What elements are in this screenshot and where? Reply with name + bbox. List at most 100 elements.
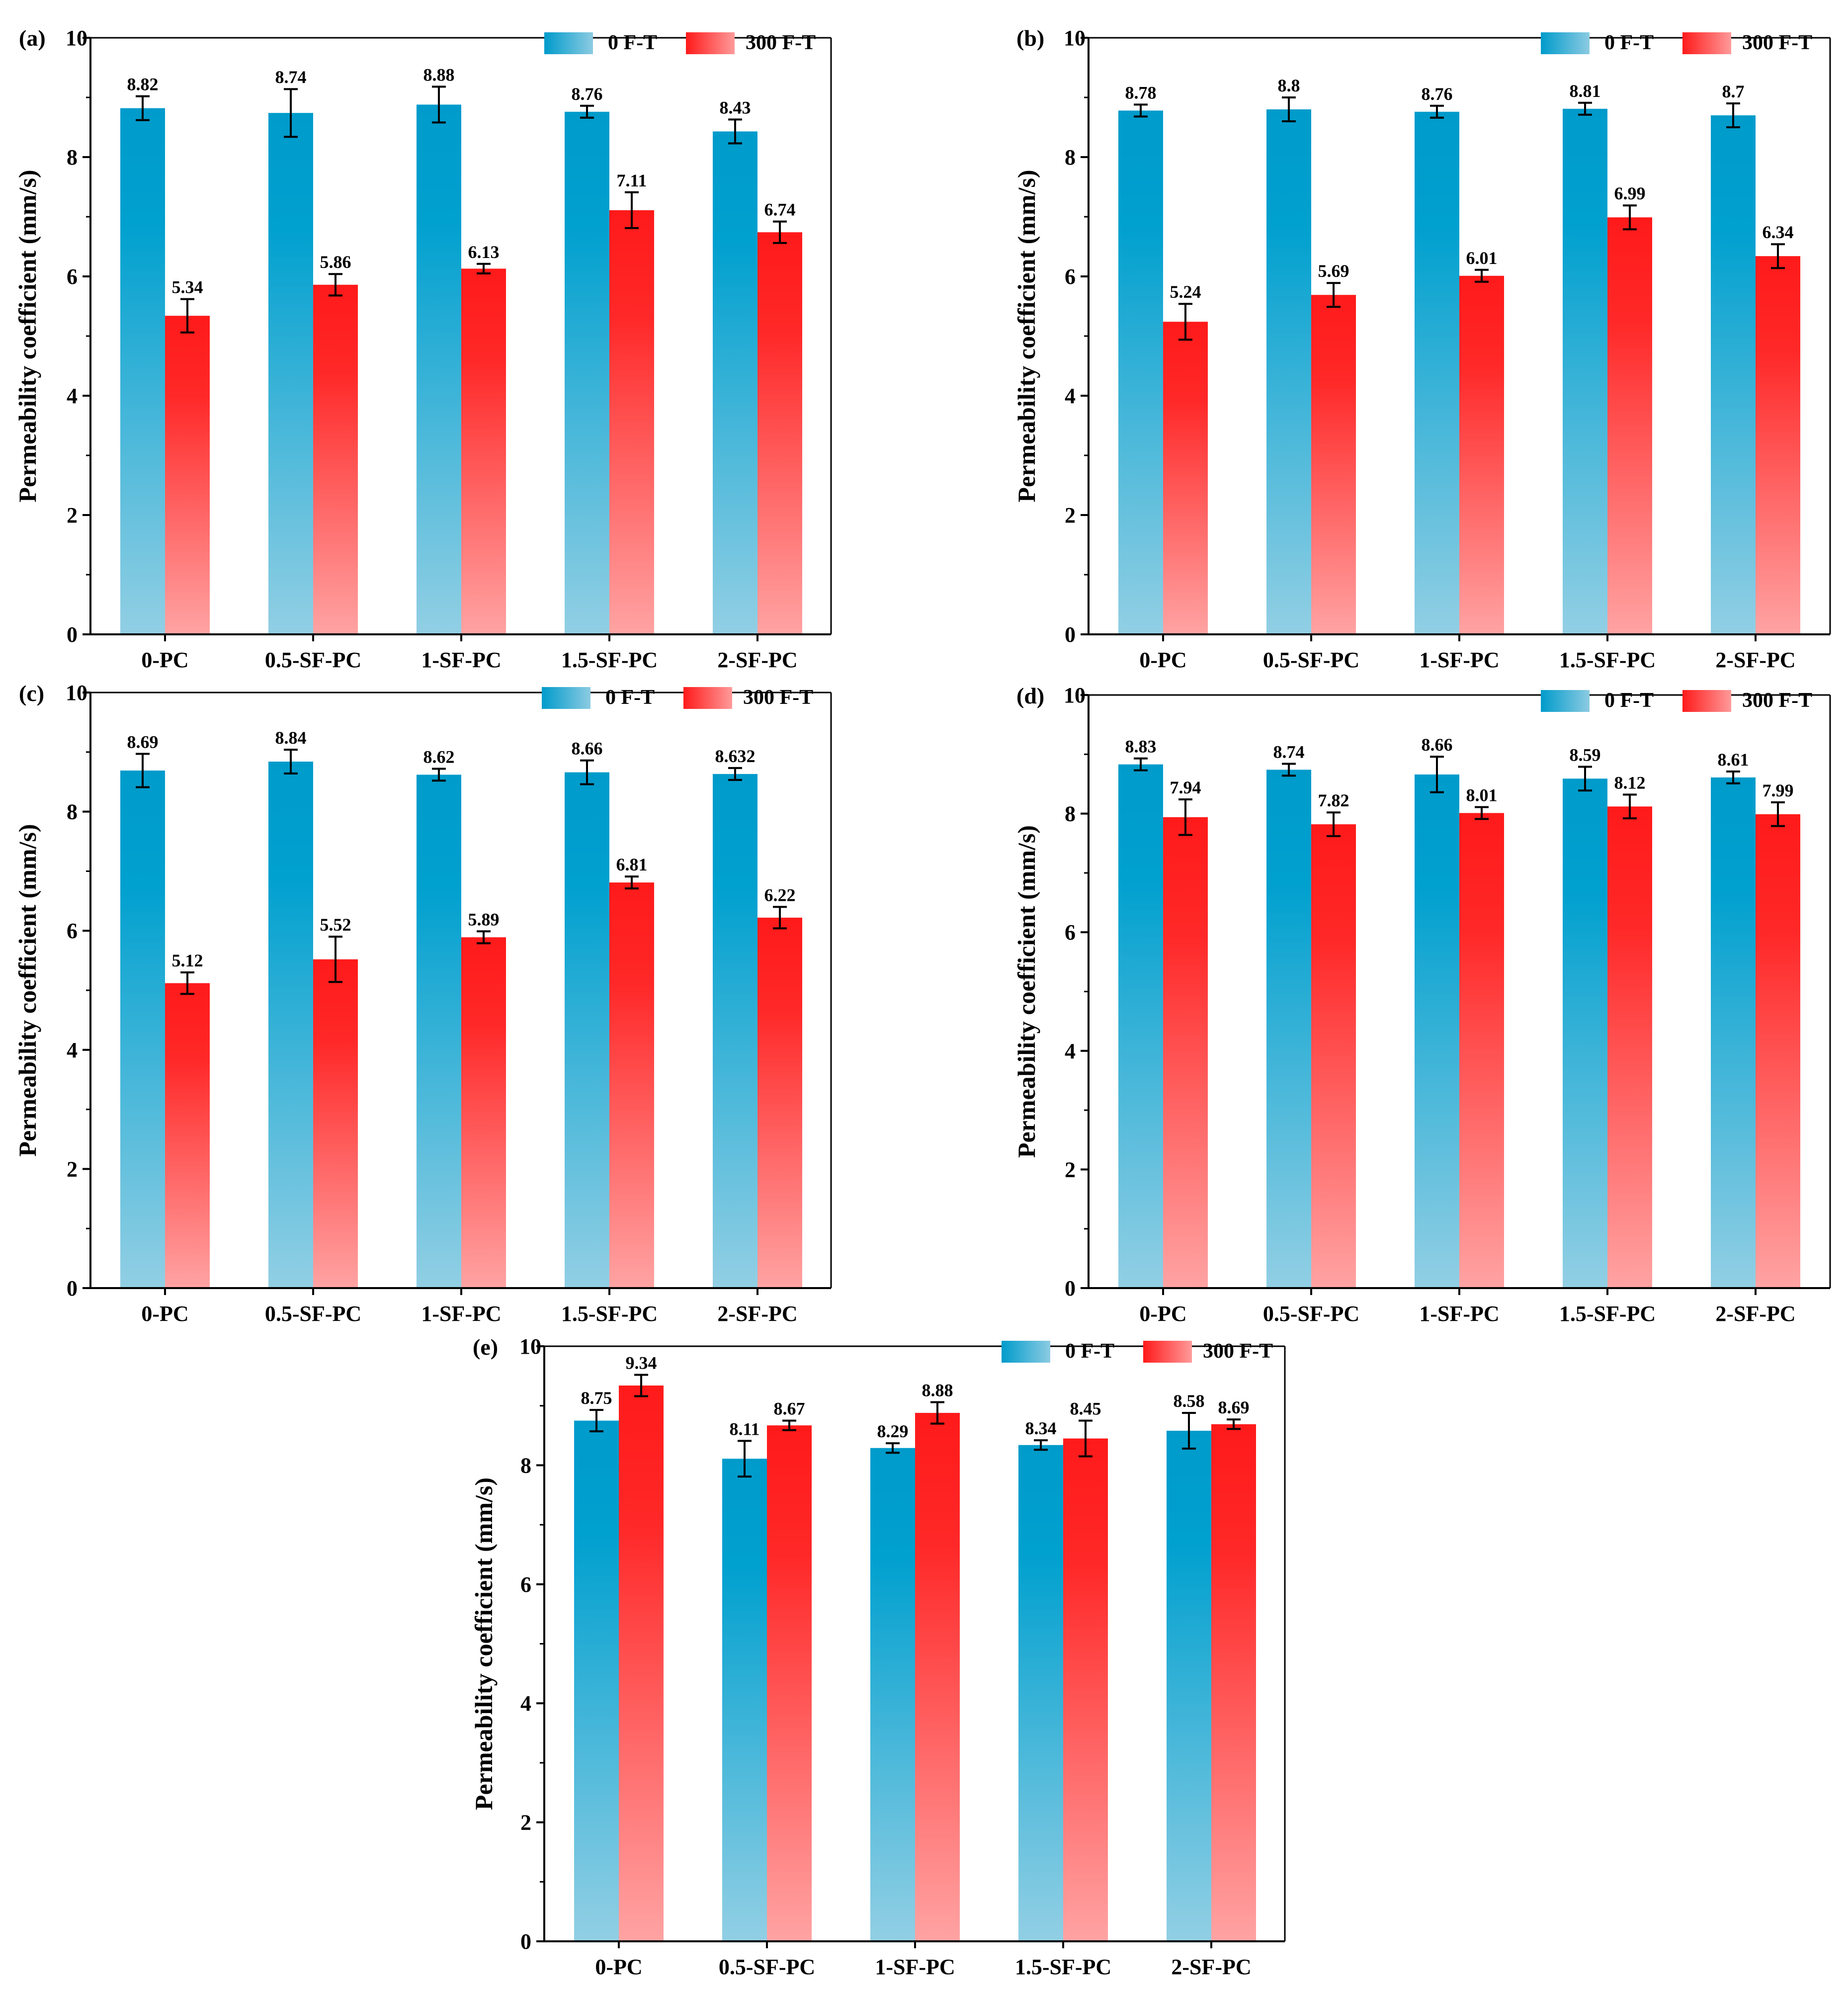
y-tick-label: 8 <box>67 145 78 170</box>
bar-300ft-4 <box>757 917 802 1288</box>
bar-0ft-0 <box>1118 110 1163 634</box>
value-label: 8.45 <box>1070 1399 1101 1419</box>
x-tick-label: 1-SF-PC <box>875 1955 955 1979</box>
y-tick-label: 6 <box>1065 920 1076 945</box>
bar-0ft-4 <box>713 131 757 634</box>
value-label: 8.74 <box>1273 742 1305 762</box>
legend-swatch-0ft <box>1541 32 1590 54</box>
x-tick-label: 0.5-SF-PC <box>719 1955 815 1979</box>
chart-panel-0: 8.82 5.34 0-PC 8.74 5.86 0.5-SF-PC 8.88 6.13 1-S… <box>13 25 832 672</box>
value-label: 9.34 <box>626 1353 657 1373</box>
y-tick-label: 2 <box>67 503 78 527</box>
y-tick-label: 2 <box>1065 503 1076 527</box>
bar-0ft-2 <box>1415 774 1459 1288</box>
bar-0ft-2 <box>1415 111 1459 634</box>
y-tick-label: 6 <box>520 1572 531 1597</box>
value-label: 6.34 <box>1763 222 1794 242</box>
panel-label: (e) <box>473 1334 498 1360</box>
x-tick-label: 0-PC <box>1139 648 1186 672</box>
y-tick-label: 10 <box>66 681 87 705</box>
x-tick-label: 1.5-SF-PC <box>1559 1302 1656 1326</box>
bar-0ft-3 <box>565 772 609 1288</box>
chart-panel-4: 8.75 9.34 0-PC 8.11 8.67 0.5-SF-PC 8.29 8.88 1-S… <box>470 1334 1286 1979</box>
value-label: 8.66 <box>572 739 603 759</box>
panel-label: (d) <box>1016 683 1044 708</box>
bar-300ft-3 <box>1607 806 1652 1288</box>
value-label: 8.75 <box>581 1388 612 1408</box>
value-label: 8.01 <box>1466 785 1498 805</box>
bar-0ft-2 <box>870 1448 915 1941</box>
value-label: 8.69 <box>127 732 159 752</box>
y-tick-label: 8 <box>520 1453 531 1477</box>
bar-300ft-3 <box>1063 1438 1108 1941</box>
legend-label-0ft: 0 F-T <box>1065 1340 1114 1363</box>
y-tick-label: 4 <box>67 1038 78 1062</box>
x-tick-label: 1.5-SF-PC <box>1015 1955 1111 1979</box>
bar-300ft-0 <box>1163 322 1208 634</box>
bar-300ft-2 <box>915 1413 960 1941</box>
legend-swatch-0ft <box>542 687 590 709</box>
bar-0ft-2 <box>417 104 461 634</box>
legend-label-0ft: 0 F-T <box>1604 689 1654 712</box>
y-tick-label: 4 <box>1065 1039 1076 1063</box>
bar-0ft-1 <box>1266 770 1311 1288</box>
value-label: 5.34 <box>172 277 203 297</box>
legend-label-300ft: 300 F-T <box>1742 31 1812 54</box>
x-tick-label: 1.5-SF-PC <box>561 648 658 672</box>
legend-swatch-300ft <box>1682 690 1731 712</box>
bar-0ft-3 <box>565 111 609 634</box>
legend-swatch-300ft <box>686 32 735 54</box>
bar-0ft-0 <box>1118 764 1163 1288</box>
value-label: 5.89 <box>468 909 500 929</box>
value-label: 8.59 <box>1570 745 1601 765</box>
x-tick-label: 0.5-SF-PC <box>265 648 361 672</box>
bar-300ft-1 <box>1311 824 1356 1288</box>
x-tick-label: 1-SF-PC <box>1419 1302 1499 1326</box>
value-label: 8.61 <box>1718 750 1749 770</box>
value-label: 8.7 <box>1722 82 1745 101</box>
y-tick-label: 2 <box>67 1157 78 1181</box>
value-label: 8.76 <box>572 84 603 104</box>
bar-0ft-3 <box>1563 108 1607 634</box>
x-tick-label: 1.5-SF-PC <box>561 1302 658 1326</box>
bar-300ft-2 <box>461 937 506 1288</box>
legend-label-300ft: 300 F-T <box>746 31 816 54</box>
y-tick-label: 8 <box>67 800 78 824</box>
value-label: 8.83 <box>1125 737 1157 757</box>
y-tick-label: 4 <box>520 1691 531 1716</box>
bar-0ft-4 <box>713 774 757 1288</box>
value-label: 8.76 <box>1422 84 1453 104</box>
x-tick-label: 2-SF-PC <box>717 1302 797 1326</box>
value-label: 8.81 <box>1570 81 1601 101</box>
x-tick-label: 1-SF-PC <box>1419 648 1499 672</box>
bar-300ft-2 <box>1459 813 1504 1288</box>
value-label: 8.84 <box>275 728 307 748</box>
value-label: 5.12 <box>172 951 203 970</box>
y-tick-label: 2 <box>1065 1157 1076 1182</box>
value-label: 8.67 <box>774 1399 805 1419</box>
bar-0ft-2 <box>417 775 461 1288</box>
chart-panel-2: 8.69 5.12 0-PC 8.84 5.52 0.5-SF-PC 8.62 5.89 1-S… <box>13 681 832 1326</box>
bar-0ft-3 <box>1018 1445 1063 1941</box>
bar-0ft-3 <box>1563 779 1607 1288</box>
bar-300ft-4 <box>1756 814 1800 1288</box>
legend-label-300ft: 300 F-T <box>1203 1340 1273 1363</box>
bar-300ft-4 <box>1211 1424 1256 1941</box>
value-label: 8.34 <box>1025 1418 1057 1438</box>
y-tick-label: 6 <box>67 919 78 943</box>
bar-300ft-4 <box>1756 256 1800 634</box>
y-axis-title: Permeability coefficient (mm/s) <box>13 170 41 502</box>
bar-0ft-4 <box>1167 1430 1211 1941</box>
x-tick-label: 0.5-SF-PC <box>265 1302 361 1326</box>
value-label: 8.11 <box>729 1419 759 1439</box>
bar-0ft-4 <box>1711 777 1756 1288</box>
x-tick-label: 0-PC <box>1139 1302 1186 1326</box>
y-tick-label: 4 <box>67 384 78 408</box>
x-tick-label: 0-PC <box>141 1302 188 1326</box>
value-label: 5.86 <box>320 252 351 272</box>
bar-300ft-1 <box>313 284 358 634</box>
value-label: 8.88 <box>922 1381 953 1400</box>
x-tick-label: 1-SF-PC <box>421 648 501 672</box>
chart-panel-3: 8.83 7.94 0-PC 8.74 7.82 0.5-SF-PC 8.66 8.01 1-S… <box>1012 683 1831 1326</box>
